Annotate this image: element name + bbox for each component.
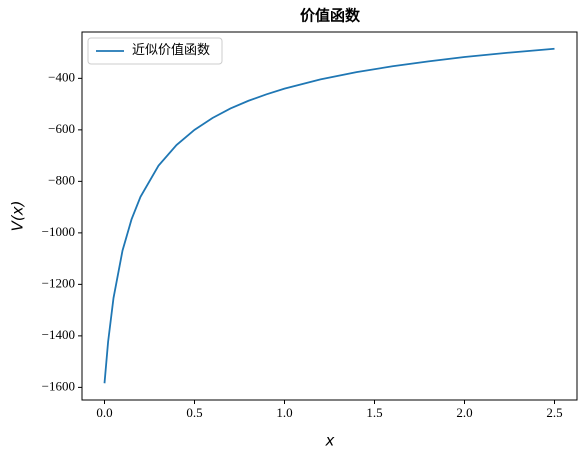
legend-box — [87, 37, 223, 65]
y-tick-label: −1400 — [42, 327, 75, 342]
y-tick-label: −800 — [48, 172, 75, 187]
x-tick-label: 2.0 — [456, 405, 472, 420]
y-tick-label: −400 — [48, 69, 75, 84]
x-tick-label: 1.5 — [366, 405, 382, 420]
data-line — [103, 47, 555, 384]
y-tick-label: −1600 — [42, 378, 75, 393]
y-tick-label: −1000 — [42, 224, 75, 239]
x-tick-label: 0.5 — [186, 405, 202, 420]
y-tick-label: −1200 — [42, 275, 75, 290]
x-tick-label: 0.0 — [96, 405, 112, 420]
chart-title: 价值函数 — [300, 6, 361, 24]
y-tick-label: −600 — [48, 121, 75, 136]
legend-label: 近似价值函数 — [132, 42, 210, 57]
plot-frame — [81, 31, 578, 401]
x-axis-label: x — [325, 432, 335, 450]
y-axis-label: V(x) — [9, 201, 27, 232]
x-tick-label: 1.0 — [276, 405, 292, 420]
x-tick-label: 2.5 — [546, 405, 562, 420]
